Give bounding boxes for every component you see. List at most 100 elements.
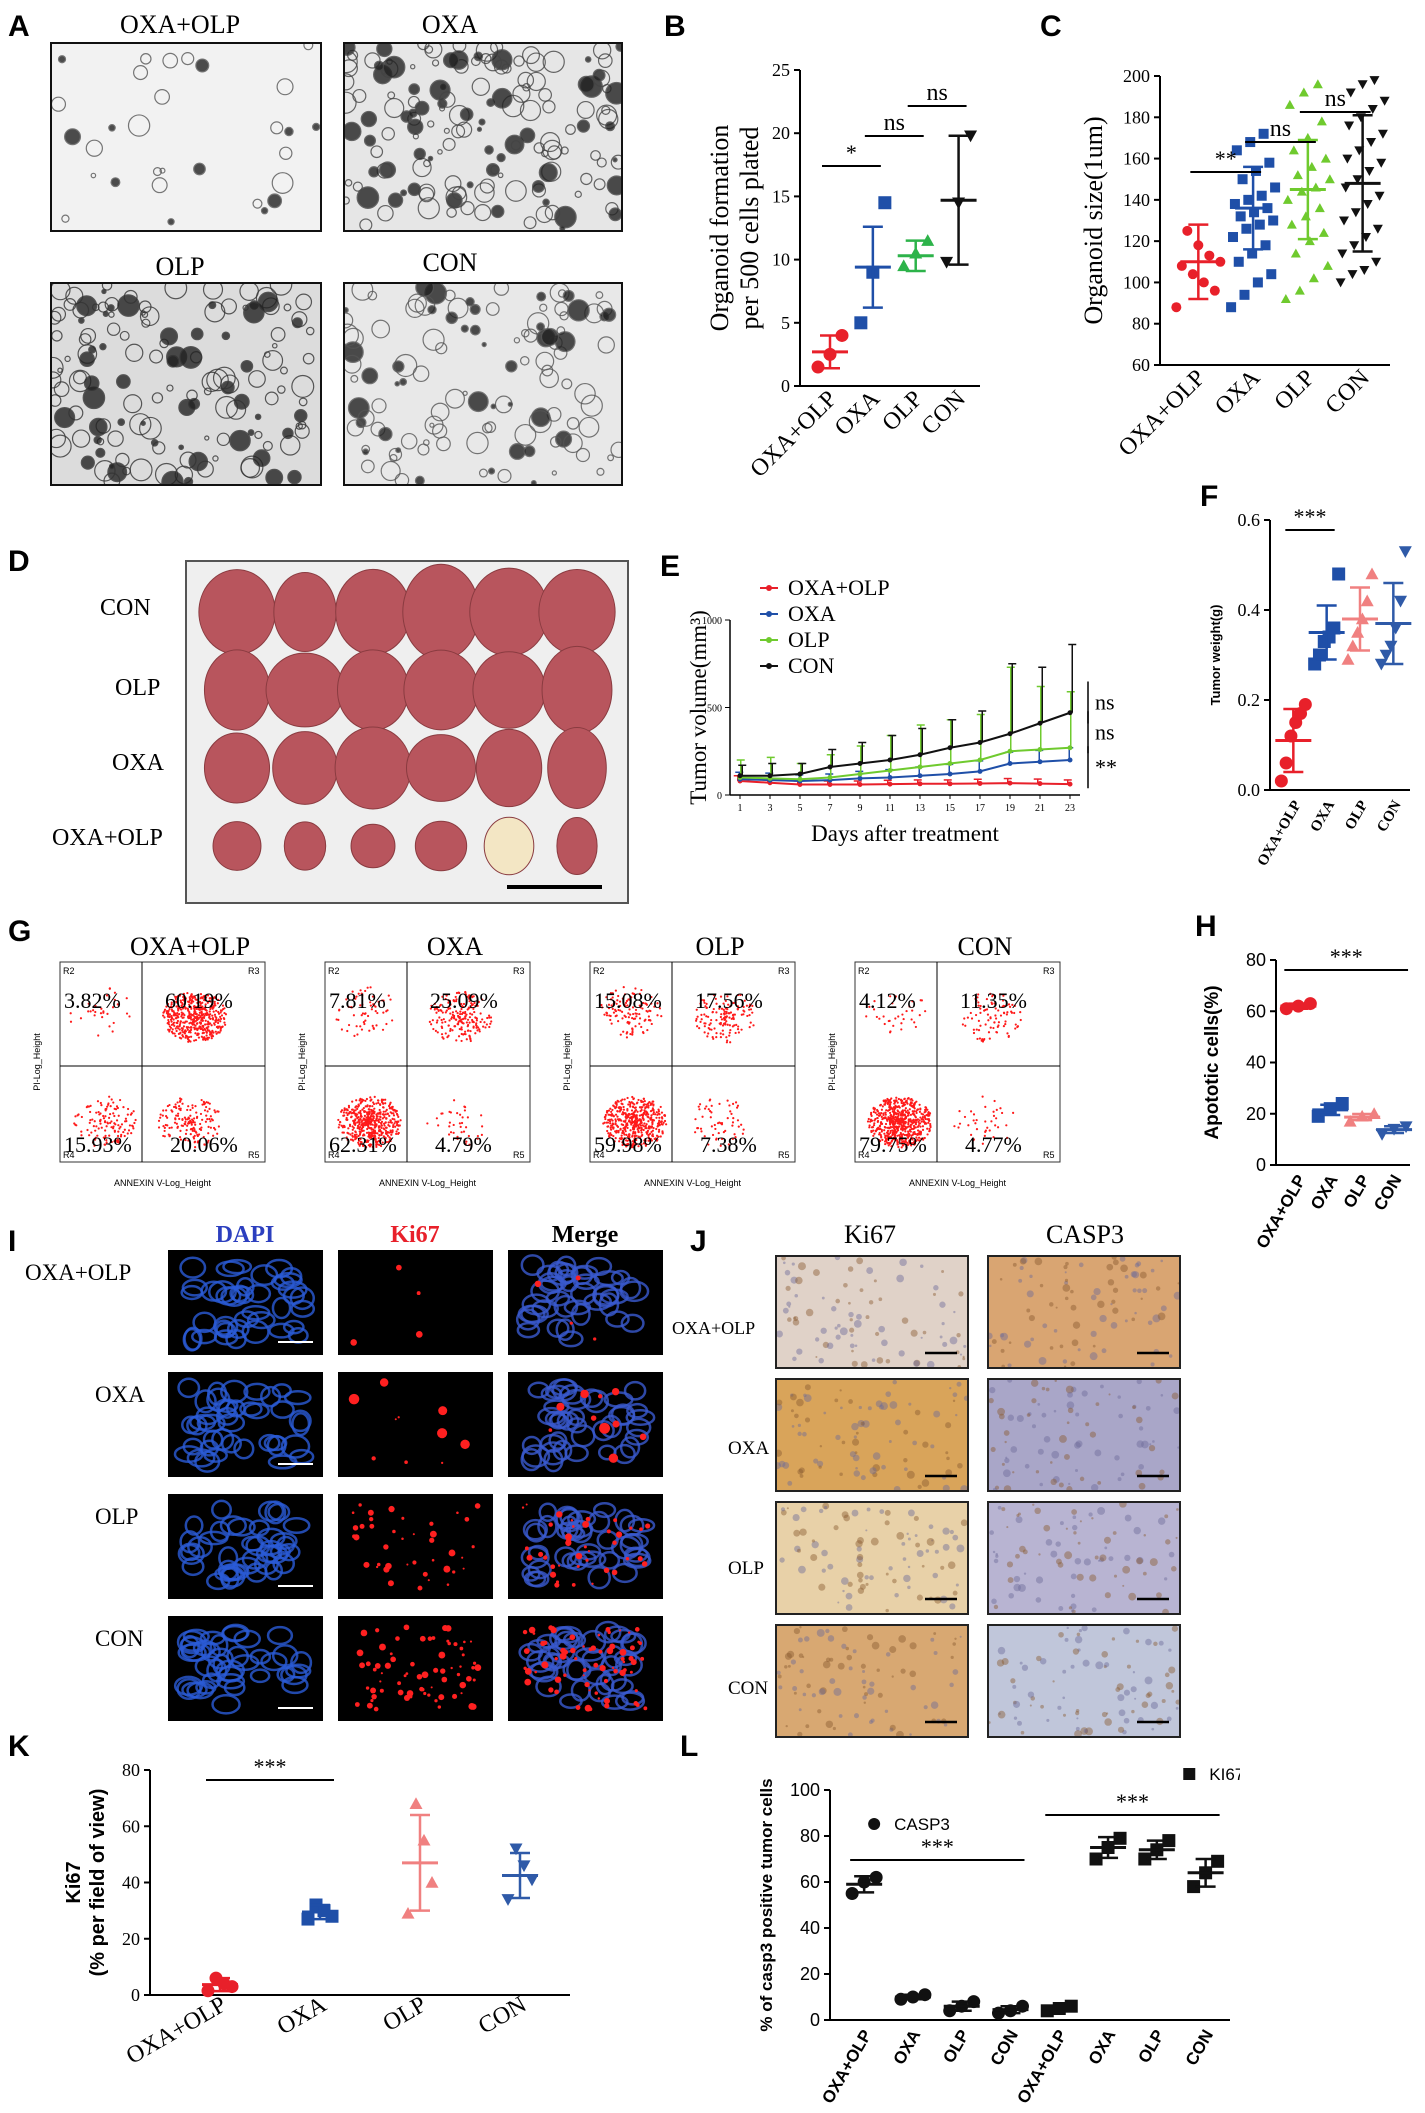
data-point — [1204, 250, 1215, 261]
quadrant-percentage: 7.81% — [329, 988, 386, 1013]
data-point — [1335, 1097, 1349, 1110]
if-micrograph — [168, 1616, 323, 1721]
group-olp — [897, 234, 935, 273]
region-label: R3 — [1043, 966, 1055, 976]
region-label: R5 — [778, 1150, 790, 1160]
quadrant-percentage: 15.93% — [64, 1132, 132, 1157]
group-oxa-olp — [1274, 698, 1312, 788]
group-oxa-olp — [201, 1971, 239, 1998]
data-point — [1176, 260, 1187, 271]
x-tick-label: 9 — [858, 803, 863, 814]
x-category-label: OXA — [1308, 798, 1339, 835]
significance-label: ns — [926, 80, 947, 106]
data-point — [1311, 1109, 1325, 1123]
significance-label: ns — [1270, 116, 1291, 142]
panel-letter-d: D — [8, 545, 30, 578]
y-tick-label: 60 — [1132, 355, 1150, 375]
data-point — [835, 328, 849, 342]
data-point — [1231, 145, 1242, 156]
data-point — [811, 360, 825, 374]
x-category-label: OLP — [1270, 365, 1320, 415]
casp3-ki67-chart: 0 20 40 60 80 100 % of casp3 positive tumor ce… — [757, 1765, 1240, 2105]
data-point — [1335, 278, 1346, 288]
data-point — [401, 1906, 415, 1919]
data-point — [1286, 219, 1297, 229]
data-point — [797, 771, 803, 777]
y-tick-label: 80 — [800, 1826, 820, 1846]
data-point — [1292, 170, 1303, 180]
organoid-micrograph-oxa — [343, 42, 623, 232]
data-point — [1298, 87, 1309, 97]
data-point — [977, 768, 983, 774]
y-axis-label: Organoid formationper 500 cells plated — [705, 125, 764, 332]
y-axis-label: % of casp3 positive tumor cells — [757, 1778, 776, 2031]
x-category-label: OXA — [1210, 364, 1266, 420]
tumor-weight-chart: 0.0 0.2 0.4 0.6 Tumor weight(g) OXA+OLP OXA OLP… — [1208, 504, 1412, 869]
group-olp — [1280, 79, 1335, 303]
ihc-column-header: Ki67 — [844, 1220, 896, 1249]
if-micrograph — [168, 1372, 323, 1477]
data-point — [1113, 1831, 1127, 1845]
tumor-row-label-oxa-olp: OXA+OLP — [52, 825, 163, 851]
data-point — [1339, 216, 1350, 226]
x-tick-label: 13 — [915, 803, 925, 814]
y-tick-label: 200 — [1123, 66, 1150, 86]
quadrant-percentage: 7.38% — [700, 1132, 757, 1157]
organoid-micrograph-oxa-olp — [50, 42, 322, 232]
significance-label: ** — [1095, 754, 1117, 779]
data-point — [878, 196, 892, 210]
if-row-label: OLP — [95, 1504, 139, 1529]
data-point — [1264, 157, 1275, 168]
panel-letter-k: K — [8, 1730, 30, 1763]
group-con — [940, 130, 978, 269]
data-point — [1300, 211, 1311, 221]
region-label: R3 — [513, 966, 525, 976]
significance-label: ns — [1095, 690, 1115, 715]
x-tick-label: 15 — [945, 803, 955, 814]
quadrant-percentage: 3.82% — [64, 988, 121, 1013]
group-oxa — [854, 196, 892, 330]
y-tick-label: 0.6 — [1238, 510, 1261, 530]
data-point — [1007, 748, 1013, 754]
organoid-micrograph-con — [343, 282, 623, 486]
y-tick-label: 0 — [810, 2010, 820, 2030]
quadrant-percentage: 17.56% — [695, 988, 763, 1013]
x-axis-label: ANNEXIN V-Log_Height — [909, 1178, 1007, 1188]
significance-label: ns — [884, 110, 905, 136]
data-point — [1399, 1121, 1413, 1134]
data-point — [1229, 198, 1240, 209]
y-tick-label: 20 — [772, 123, 790, 143]
x-category-label: OXA+OLP — [1255, 798, 1305, 869]
legend-marker — [766, 637, 772, 643]
group-oxa-olp — [1279, 997, 1317, 1016]
data-point — [1171, 302, 1182, 313]
group-olp — [401, 1797, 439, 1919]
y-axis-label: PI-Log_Height — [32, 1033, 42, 1091]
data-point — [1226, 302, 1237, 313]
data-point — [1296, 186, 1307, 196]
x-tick-label: 3 — [768, 803, 773, 814]
series-line — [739, 780, 1071, 786]
group-olp — [1341, 567, 1379, 665]
series-line — [739, 746, 1071, 781]
data-point — [1320, 153, 1331, 163]
data-point — [1349, 241, 1360, 251]
significance-label: * — [846, 140, 857, 165]
quadrant-percentage: 20.06% — [170, 1132, 238, 1157]
y-tick-label: 100 — [790, 1780, 820, 1800]
group-oxa — [1089, 1831, 1127, 1866]
y-tick-label: 0.2 — [1238, 690, 1261, 710]
data-point — [1352, 175, 1363, 185]
group-oxa — [301, 1898, 339, 1926]
group-oxa-olp — [1040, 1999, 1078, 2018]
y-tick-label: 20 — [800, 1964, 820, 1984]
legend-marker — [766, 663, 772, 669]
data-point — [857, 782, 863, 787]
group-con — [501, 1843, 539, 1906]
if-micrograph — [508, 1372, 663, 1477]
y-tick-label: 40 — [1246, 1053, 1266, 1073]
group-con — [1187, 1854, 1225, 1894]
x-category-label: CON — [987, 2027, 1022, 2069]
data-point — [1037, 747, 1043, 752]
